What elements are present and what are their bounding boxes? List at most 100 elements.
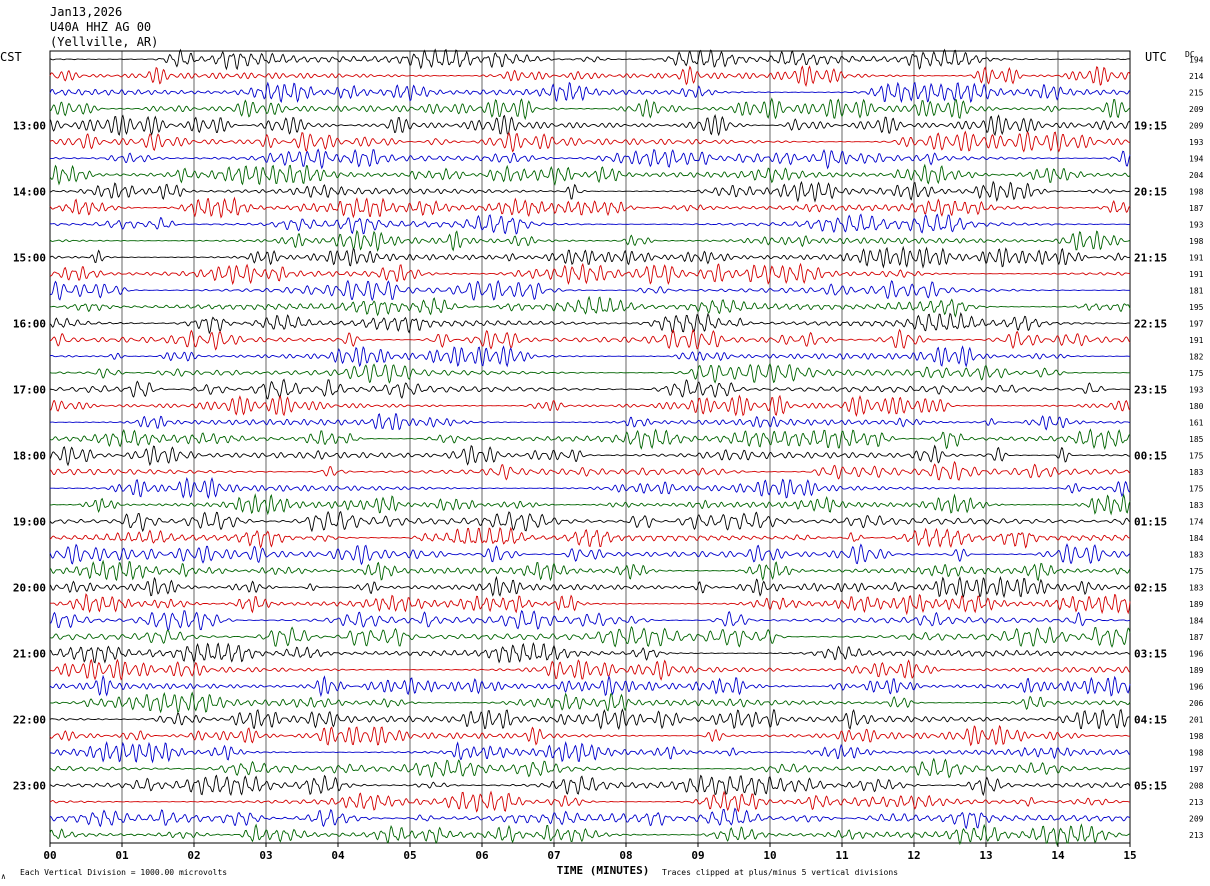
trace-line: [49, 641, 1131, 664]
trace-line: [49, 493, 1131, 516]
dc-offset-label: 214: [1189, 72, 1204, 81]
dc-offset-label: 184: [1189, 534, 1204, 543]
trace-line: [49, 444, 1131, 467]
trace-line: [49, 526, 1131, 549]
trace-line: [49, 593, 1131, 616]
x-tick-label: 12: [907, 849, 920, 862]
trace-line: [49, 312, 1131, 335]
dc-offset-label: 182: [1189, 352, 1204, 361]
trace-line: [49, 823, 1131, 847]
trace-line: [49, 543, 1131, 566]
dc-offset-labels: 194 214 215 209 209 193 194 204 198 187 193 198 191 1…: [1189, 55, 1204, 840]
dc-offset-label: 209: [1189, 105, 1204, 114]
dc-offset-label: 185: [1189, 435, 1204, 444]
trace-line: [49, 97, 1131, 121]
dc-offset-label: 183: [1189, 468, 1204, 477]
seismic-traces: [49, 48, 1131, 847]
dc-offset-label: 187: [1189, 633, 1204, 642]
x-tick-label: 14: [1051, 849, 1065, 862]
left-hour-label: 21:00: [13, 647, 46, 660]
trace-line: [49, 476, 1131, 500]
chart-station: U40A HHZ AG 00: [50, 20, 151, 34]
dc-offset-label: 197: [1189, 765, 1204, 774]
trace-line: [49, 708, 1131, 731]
dc-offset-label: 198: [1189, 732, 1204, 741]
left-hour-label: 19:00: [13, 515, 46, 528]
x-tick-label: 07: [547, 849, 560, 862]
x-tick-label: 06: [475, 849, 489, 862]
trace-line: [49, 575, 1131, 599]
dc-offset-label: 213: [1189, 831, 1204, 840]
right-hour-label: 19:15: [1134, 119, 1167, 132]
x-tick-label: 11: [835, 849, 849, 862]
dc-offset-label: 204: [1189, 171, 1204, 180]
trace-line: [49, 510, 1131, 533]
dc-offset-label: 191: [1189, 270, 1204, 279]
right-hour-label: 01:15: [1134, 515, 1167, 528]
x-tick-label: 02: [187, 849, 200, 862]
right-hour-label: 02:15: [1134, 581, 1167, 594]
dc-offset-label: 193: [1189, 220, 1204, 229]
x-tick-label: 15: [1123, 849, 1136, 862]
dc-offset-label: 193: [1189, 138, 1204, 147]
x-axis-ticks: 00 01 02 03 04 05 06 07 08 09 10 11 12 13 14 15: [43, 843, 1137, 862]
trace-line: [49, 790, 1131, 813]
dc-offset-label: 183: [1189, 583, 1204, 592]
left-hour-label: 23:00: [13, 779, 46, 792]
trace-line: [49, 774, 1131, 797]
trace-line: [49, 229, 1131, 253]
trace-line: [49, 114, 1131, 137]
left-hour-label: 13:00: [13, 119, 46, 132]
trace-line: [49, 724, 1131, 747]
dc-offset-label: 183: [1189, 501, 1204, 510]
dc-offset-label: 174: [1189, 517, 1204, 526]
left-hour-label: 17:00: [13, 383, 46, 396]
right-hour-label: 04:15: [1134, 713, 1167, 726]
chart-location: (Yellville, AR): [50, 35, 158, 49]
dc-offset-label: 175: [1189, 451, 1204, 460]
dc-offset-label: 195: [1189, 303, 1204, 312]
dc-offset-label: 209: [1189, 814, 1204, 823]
right-hour-label: 00:15: [1134, 449, 1167, 462]
trace-line: [49, 245, 1131, 269]
x-tick-label: 08: [619, 849, 632, 862]
x-tick-label: 01: [115, 849, 129, 862]
dc-offset-label: 175: [1189, 369, 1204, 378]
chart-date: Jan13,2026: [50, 5, 122, 19]
trace-line: [49, 807, 1131, 830]
trace-line: [49, 394, 1131, 417]
trace-line: [49, 213, 1131, 235]
trace-line: [49, 757, 1131, 779]
trace-line: [49, 148, 1131, 170]
dc-offset-label: 189: [1189, 600, 1204, 609]
dc-offset-label: 198: [1189, 187, 1204, 196]
trace-line: [49, 48, 1131, 71]
minute-gridlines: [49, 51, 1131, 843]
dc-offset-label: 196: [1189, 682, 1204, 691]
x-tick-label: 05: [403, 849, 416, 862]
right-hour-label: 20:15: [1134, 185, 1167, 198]
x-tick-label: 00: [43, 849, 56, 862]
trace-line: [49, 196, 1131, 219]
trace-line: [49, 328, 1131, 351]
dc-offset-label: 196: [1189, 649, 1204, 658]
x-tick-label: 03: [259, 849, 272, 862]
dc-offset-label: 198: [1189, 237, 1204, 246]
right-timezone-label: UTC: [1145, 50, 1167, 64]
dc-offset-label: 206: [1189, 699, 1204, 708]
plot-frame: [49, 50, 1131, 844]
dc-offset-label: 208: [1189, 781, 1204, 790]
dc-offset-label: 189: [1189, 666, 1204, 675]
left-hour-labels: 13:00 14:00 15:00 16:00 17:00 18:00 19:00 20:00…: [13, 119, 46, 792]
right-hour-label: 21:15: [1134, 251, 1167, 264]
clip-note: Traces clipped at plus/minus 5 vertical …: [662, 868, 898, 877]
trace-line: [49, 610, 1131, 631]
left-hour-label: 15:00: [13, 251, 46, 264]
right-hour-label: 23:15: [1134, 383, 1167, 396]
trace-line: [49, 279, 1130, 302]
dc-offset-label: 180: [1189, 402, 1204, 411]
dc-offset-label: 175: [1189, 484, 1204, 493]
trace-line: [49, 741, 1131, 764]
dc-offset-label: 209: [1189, 121, 1204, 130]
